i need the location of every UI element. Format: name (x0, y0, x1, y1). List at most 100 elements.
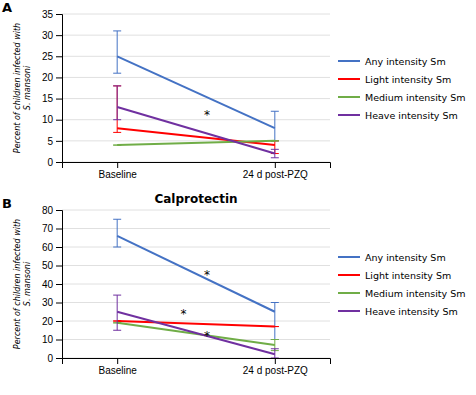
tick-label: 10 (42, 334, 54, 345)
grid-line (62, 35, 330, 36)
line (117, 107, 275, 154)
tick-mark (56, 99, 62, 100)
grid-line (62, 302, 330, 303)
tick: 35 (42, 9, 62, 20)
tick-mark (275, 162, 276, 168)
tick-mark (56, 284, 62, 285)
tick-mark (56, 14, 62, 15)
tick-label: Baseline (98, 365, 137, 376)
tick: Baseline (98, 358, 137, 376)
tick-label: 0 (47, 157, 53, 168)
grid-line (62, 247, 330, 248)
legend-swatch (338, 114, 360, 116)
tick: 40 (42, 279, 62, 290)
axis-title: Percent of children infected withS. mans… (13, 23, 32, 153)
tick-mark (56, 303, 62, 304)
annotation: * (204, 108, 210, 122)
panel-label: A (2, 0, 12, 15)
tick-mark (56, 229, 62, 230)
axis-line (56, 211, 63, 359)
legend-label: Any intensity Sm (365, 252, 446, 263)
tick: 20 (42, 72, 62, 83)
axis-title-line: S. mansoni (23, 65, 32, 110)
tick: 10 (42, 114, 62, 125)
grid-line (62, 119, 330, 120)
y-axis: 0 5 10 15 20 25 30 35 (42, 9, 63, 168)
tick: 50 (42, 260, 62, 271)
tick-label: 25 (42, 51, 54, 62)
legend-swatch (338, 60, 360, 62)
tick: 70 (42, 223, 62, 234)
panel: 0 5 10 15 20 25 30 35 Baseline 24 d post-PZQ * (42, 9, 331, 180)
panel-label: B (2, 196, 12, 211)
annotation: * (180, 307, 186, 321)
grid-line (62, 56, 330, 57)
tick: 10 (42, 334, 62, 345)
tick: 0 (47, 353, 62, 364)
error-bar (113, 145, 121, 146)
tick-mark (117, 162, 118, 168)
tick-label: 15 (42, 93, 54, 104)
tick-label: 80 (42, 205, 54, 216)
tick: 0 (47, 157, 62, 168)
tick-mark (56, 120, 62, 121)
tick-label: 20 (42, 316, 54, 327)
error-bar (113, 295, 121, 330)
legend-swatch (338, 96, 360, 98)
grid-line (62, 284, 330, 285)
tick-label: 30 (42, 297, 54, 308)
tick-label: 24 d post-PZQ (243, 169, 308, 180)
tick-label: 20 (42, 72, 54, 83)
axis-title-line: Percent of children infected with (13, 219, 22, 349)
tick-label: 0 (47, 353, 53, 364)
tick: 20 (42, 316, 62, 327)
marks (113, 219, 279, 358)
tick-label: 40 (42, 279, 54, 290)
legend: Any intensity SmLight intensity SmMedium… (338, 252, 466, 317)
legend-swatch (338, 310, 360, 312)
axis-line (63, 163, 331, 169)
tick: 15 (42, 93, 62, 104)
annotation: * (204, 329, 210, 343)
error-bar (113, 86, 121, 120)
tick: 30 (42, 30, 62, 41)
axis-title-line: S. mansoni (23, 261, 32, 306)
annotation: * (204, 268, 210, 282)
tick: 5 (47, 136, 62, 147)
tick: Baseline (98, 162, 137, 180)
grid-line (62, 228, 330, 229)
tick-mark (56, 266, 62, 267)
grid-line (62, 98, 330, 99)
panel: 0 10 20 30 40 50 60 70 80 Baseline 24 d post-PZQ * *… (42, 192, 331, 376)
tick-mark (56, 210, 62, 211)
grid-line (62, 210, 330, 211)
tick-label: 10 (42, 114, 54, 125)
legend-label: Heave intensity Sm (365, 306, 458, 317)
legend-label: Light intensity Sm (365, 74, 451, 85)
tick: 60 (42, 242, 62, 253)
grid (62, 210, 330, 358)
error-bar (271, 149, 279, 157)
tick-mark (275, 358, 276, 364)
line (117, 236, 275, 312)
tick: 80 (42, 205, 62, 216)
tick-label: 24 d post-PZQ (243, 365, 308, 376)
error-bar (113, 219, 121, 247)
legend-label: Heave intensity Sm (365, 110, 458, 121)
x-axis: Baseline 24 d post-PZQ (63, 162, 331, 180)
legend-swatch (338, 274, 360, 276)
error-bar (271, 111, 279, 141)
x-axis: Baseline 24 d post-PZQ (63, 358, 331, 376)
axis-line (63, 359, 331, 365)
line (117, 312, 275, 355)
error-bar (271, 140, 279, 141)
chart: 0 5 10 15 20 25 30 35 Baseline 24 d post-PZQ * Perc… (0, 0, 476, 395)
tick-mark (56, 141, 62, 142)
axis-title: Percent of children infected withS. mans… (13, 219, 32, 349)
axis-title-line: Percent of children infected with (13, 23, 22, 153)
tick-mark (56, 162, 62, 163)
legend-label: Any intensity Sm (365, 56, 446, 67)
error-bar (113, 86, 121, 133)
tick-mark (56, 56, 62, 57)
tick-label: Baseline (98, 169, 137, 180)
